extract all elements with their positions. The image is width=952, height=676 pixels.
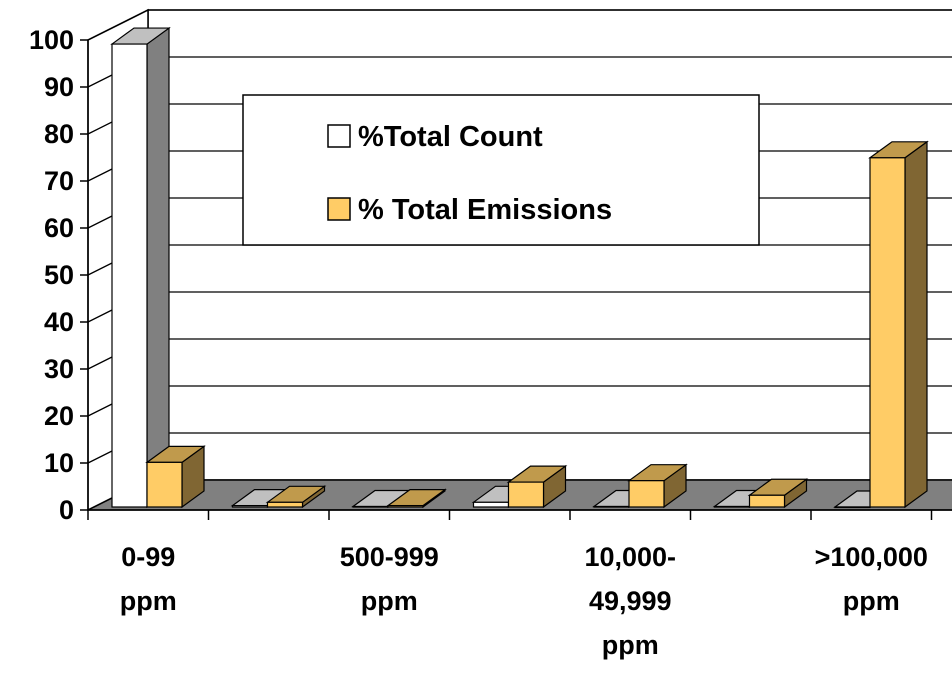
bar-front (834, 506, 871, 509)
x-category-label: >100,000 ppm (815, 542, 928, 616)
y-tick-label: 100 (29, 25, 74, 55)
bar-front (387, 504, 424, 508)
bar-front (111, 43, 148, 508)
x-category-label-line: ppm (602, 630, 659, 660)
legend-swatch-total-emissions (327, 197, 351, 221)
bar (110, 26, 171, 509)
bars (110, 26, 929, 509)
bar (265, 485, 327, 509)
gridline-side (87, 9, 149, 41)
bar (145, 445, 206, 509)
bar-front (472, 501, 510, 508)
legend: %Total Count % Total Emissions (242, 94, 760, 246)
x-category-label-line: >100,000 (815, 542, 928, 572)
bar-front (507, 481, 545, 508)
y-tick-label: 60 (44, 213, 74, 243)
bar-side (146, 26, 170, 509)
x-category-label-line: ppm (361, 586, 418, 616)
y-tick-label: 30 (44, 354, 74, 384)
bar-front (713, 505, 751, 508)
y-tick-label: 40 (44, 307, 74, 337)
y-tick-label: 50 (44, 260, 74, 290)
x-category-label-line: 500-999 (340, 542, 439, 572)
legend-label-total-emissions: % Total Emissions (358, 194, 612, 226)
bar (506, 464, 568, 509)
y-tick-label: 10 (44, 448, 74, 478)
bar-side (904, 140, 928, 509)
legend-swatch-total-count (327, 124, 351, 148)
bar-front (869, 157, 906, 508)
bar (627, 463, 688, 509)
x-category-label-line: 49,999 (589, 586, 672, 616)
bar-front (748, 494, 786, 508)
bar-front (593, 505, 630, 508)
y-tick-label: 20 (44, 401, 74, 431)
bar-front (628, 480, 665, 508)
x-category-label: 500-999 ppm (340, 542, 439, 616)
x-category-label-line: ppm (843, 586, 900, 616)
y-tick-label: 90 (44, 72, 74, 102)
x-category-label-line: 10,000- (584, 542, 676, 572)
y-tick-label: 0 (59, 495, 74, 525)
y-tick-label: 70 (44, 166, 74, 196)
bar (747, 478, 809, 509)
plot-walls (87, 8, 952, 512)
y-tick-label: 80 (44, 119, 74, 149)
bar-front (146, 461, 183, 508)
y-axis-ticks: 0 10 20 30 40 50 60 70 80 90 100 (29, 25, 89, 525)
x-category-label: 10,000- 49,999 ppm (584, 542, 676, 660)
bar-front (352, 505, 389, 508)
bar-front (231, 504, 269, 508)
bar (386, 488, 447, 509)
legend-label-total-count: %Total Count (358, 121, 543, 153)
bar-front (266, 501, 304, 508)
x-category-label-line: ppm (120, 586, 177, 616)
x-category-label-line: 0-99 (121, 542, 175, 572)
x-category-label: 0-99 ppm (120, 542, 177, 616)
bar (868, 140, 929, 509)
